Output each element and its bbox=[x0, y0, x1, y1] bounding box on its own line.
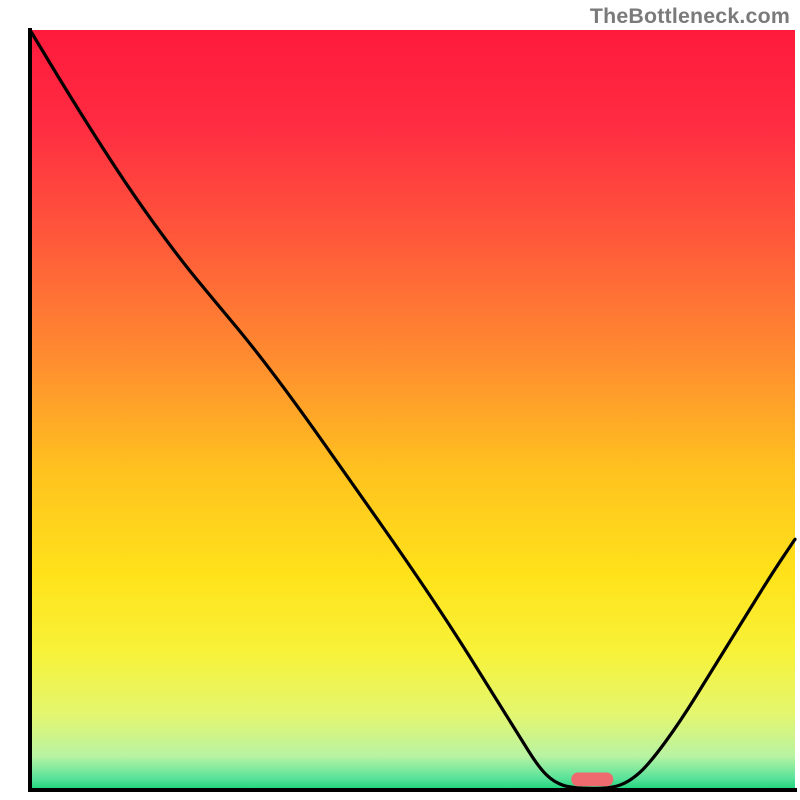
gradient-background bbox=[30, 30, 795, 790]
chart-container: TheBottleneck.com bbox=[0, 0, 800, 800]
source-watermark: TheBottleneck.com bbox=[590, 4, 790, 29]
optimal-point-marker bbox=[571, 773, 613, 787]
bottleneck-curve-chart bbox=[0, 0, 800, 800]
